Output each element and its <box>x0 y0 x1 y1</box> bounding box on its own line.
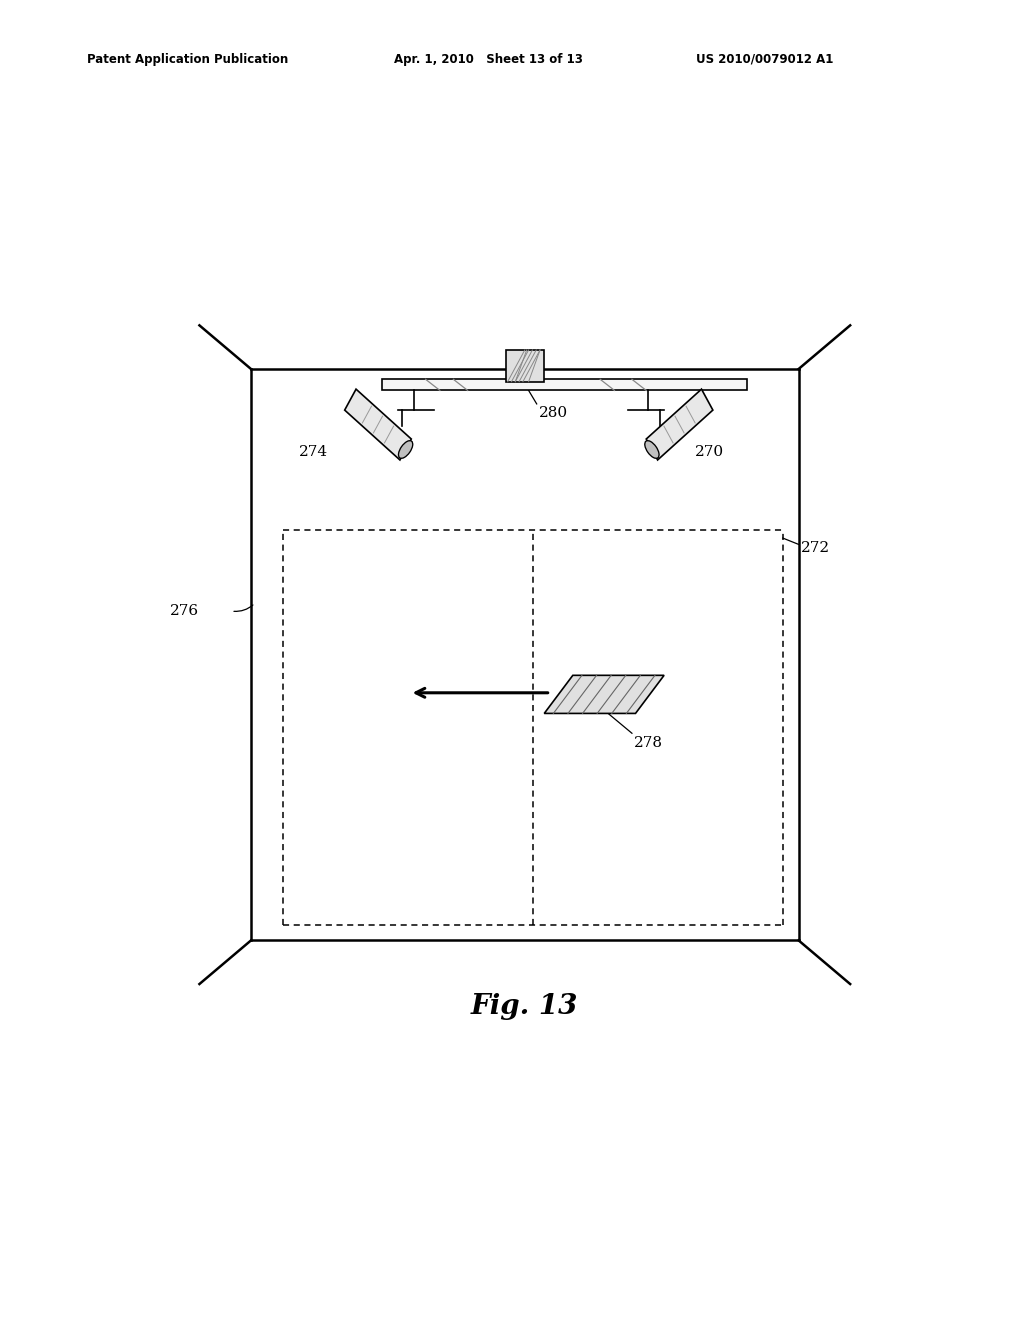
Polygon shape <box>544 676 665 713</box>
Text: Patent Application Publication: Patent Application Publication <box>87 53 289 66</box>
Bar <box>506 350 544 381</box>
Polygon shape <box>646 389 713 459</box>
Polygon shape <box>345 389 412 459</box>
Text: 270: 270 <box>695 445 725 459</box>
Text: 278: 278 <box>634 735 664 750</box>
Text: 274: 274 <box>299 445 328 459</box>
Text: 280: 280 <box>539 405 568 420</box>
Text: US 2010/0079012 A1: US 2010/0079012 A1 <box>696 53 834 66</box>
Text: 272: 272 <box>801 541 830 554</box>
Bar <box>382 379 748 391</box>
Text: Apr. 1, 2010   Sheet 13 of 13: Apr. 1, 2010 Sheet 13 of 13 <box>394 53 583 66</box>
Text: Fig. 13: Fig. 13 <box>471 993 579 1020</box>
Ellipse shape <box>645 441 659 458</box>
Ellipse shape <box>398 441 413 458</box>
Text: 276: 276 <box>170 605 200 618</box>
